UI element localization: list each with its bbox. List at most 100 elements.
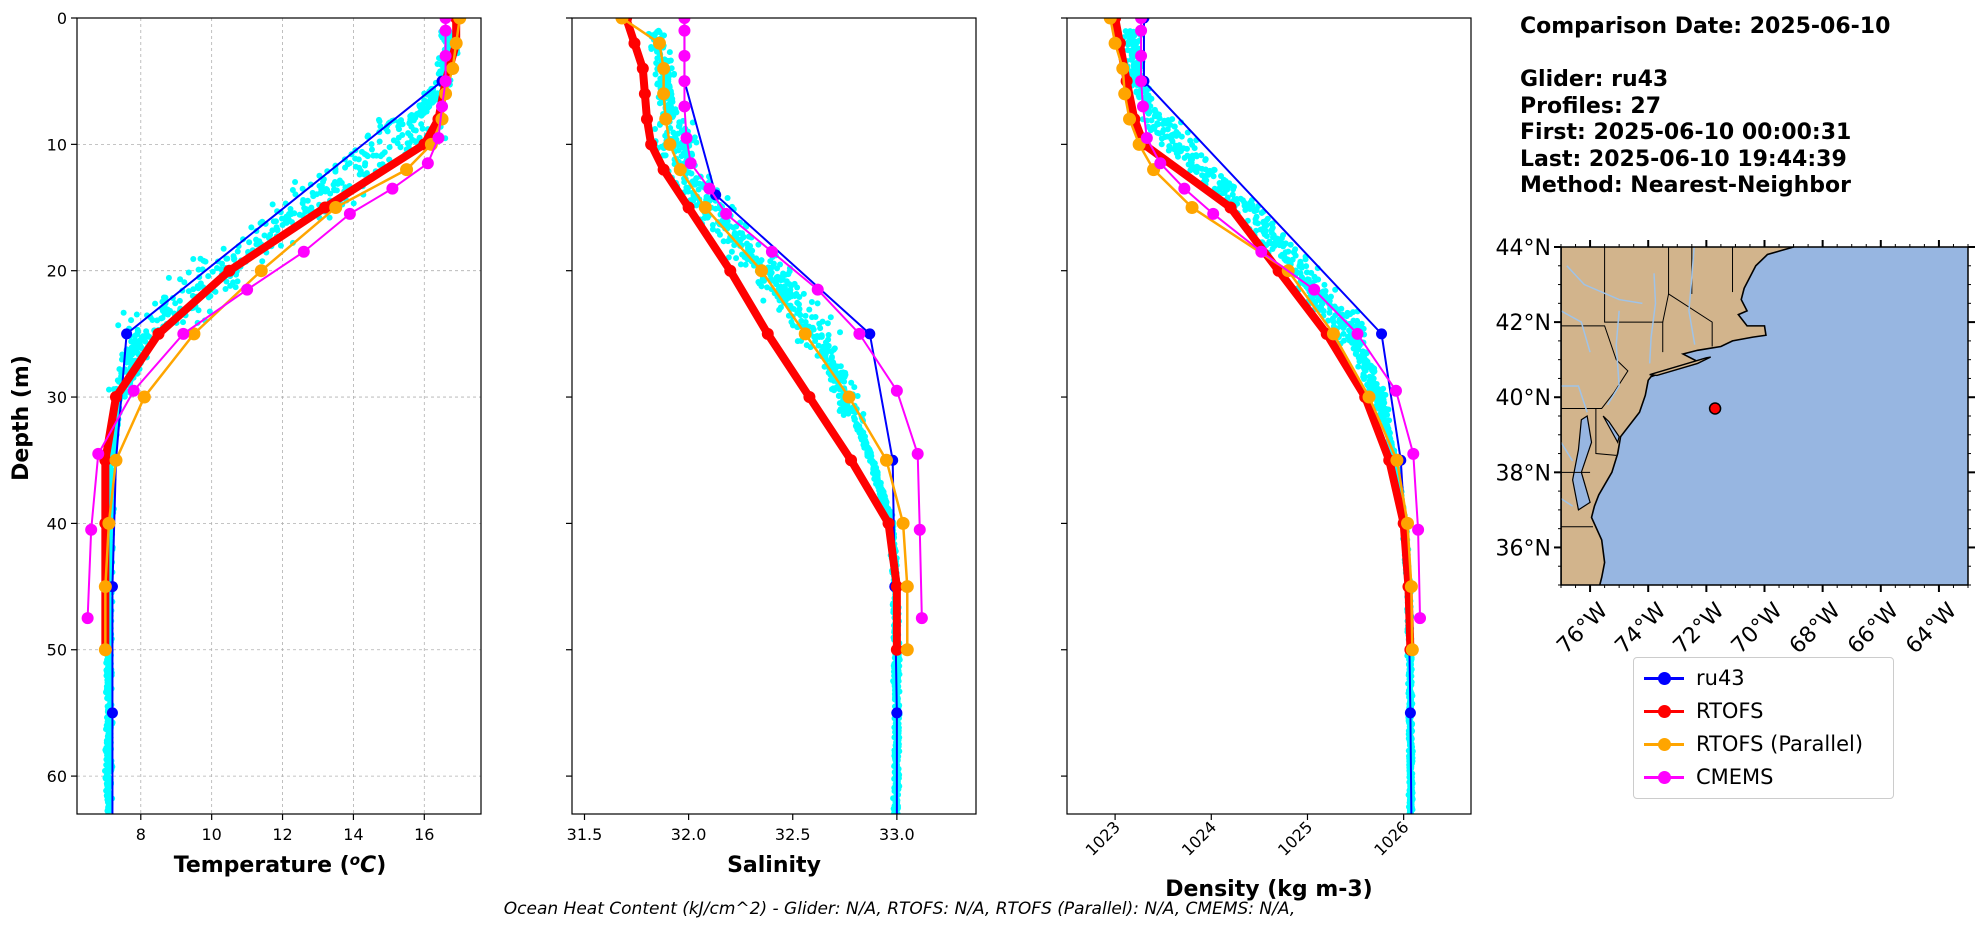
scatter-point [1280, 232, 1287, 239]
scatter-point [1369, 374, 1376, 381]
salinity-axis-label: Salinity [727, 853, 821, 878]
scatter-point [824, 320, 831, 327]
scatter-point [128, 357, 135, 364]
series-cmems [678, 18, 928, 625]
series-point [678, 49, 691, 62]
scatter-point [232, 284, 239, 291]
series-point [1401, 516, 1415, 530]
scatter-point [851, 384, 858, 391]
scatter-point [725, 254, 732, 261]
scatter-point [261, 232, 268, 239]
scatter-point [234, 278, 241, 285]
series-point [761, 327, 774, 340]
series-point [657, 163, 670, 176]
legend-swatch [1644, 671, 1684, 685]
scatter-point [794, 310, 801, 317]
series-point [1118, 87, 1132, 101]
series-point [92, 447, 105, 460]
scatter-point [749, 247, 756, 254]
scatter-point [834, 363, 841, 370]
scatter-point [794, 284, 801, 291]
scatter-point [1379, 411, 1386, 418]
scatter-point [1354, 346, 1361, 353]
lon-label: 70°W [1727, 598, 1788, 659]
scatter-point [200, 257, 207, 264]
series-point [678, 24, 691, 37]
series-point [724, 264, 737, 277]
scatter-point [303, 206, 310, 213]
scatter-point [1267, 240, 1274, 247]
y-tick-label: 20 [47, 262, 67, 281]
scatter-point [304, 197, 311, 204]
scatter-point [1183, 145, 1190, 152]
series-point [329, 201, 343, 215]
glider-location-map: 44°N 42°N 40°N 38°N 36°N 76°W74°W72°W70°W68°W… [1496, 236, 1975, 659]
x-tick-label: 1023 [1082, 817, 1124, 859]
scatter-point [104, 777, 111, 784]
series-cmems [81, 18, 452, 625]
scatter-point [419, 125, 426, 132]
scatter-point [835, 392, 842, 399]
scatter-point [376, 138, 383, 145]
scatter-point [106, 701, 113, 708]
series-point [853, 327, 866, 340]
scatter-point [267, 231, 274, 238]
lat-label: 40°N [1496, 386, 1551, 411]
ocean-heat-content-footer: Ocean Heat Content (kJ/cm^2) - Glider: N… [0, 899, 1979, 919]
scatter-point [1210, 173, 1217, 180]
scatter-point [407, 132, 414, 139]
glider-scatter [102, 27, 461, 814]
legend-item-rtofs: RTOFS [1644, 696, 1763, 726]
river [1561, 310, 1591, 353]
scatter-point [1253, 207, 1260, 214]
scatter-point [209, 268, 216, 275]
glider-location-marker [1708, 402, 1722, 415]
scatter-point [848, 379, 855, 386]
scatter-point [803, 342, 810, 349]
legend-item-cmems: CMEMS [1644, 762, 1774, 792]
scatter-point [786, 268, 793, 275]
state-border [1662, 293, 1713, 347]
series-point [1351, 327, 1364, 340]
scatter-point [1354, 321, 1361, 328]
scatter-point [386, 144, 393, 151]
scatter-point [134, 331, 141, 338]
series-point [121, 328, 133, 340]
scatter-point [167, 307, 174, 314]
scatter-point [1272, 238, 1279, 245]
scatter-point [866, 453, 873, 460]
scatter-point [1159, 120, 1166, 127]
scatter-point [1346, 327, 1353, 334]
scatter-point [1131, 71, 1138, 78]
temperature-axis-label: Temperature (oC) [174, 851, 387, 878]
scatter-point [1170, 131, 1177, 138]
series-point [682, 201, 695, 214]
series-point [1108, 36, 1122, 50]
legend-label: ru43 [1696, 666, 1745, 690]
river [1566, 265, 1643, 305]
scatter-point [431, 92, 438, 99]
scatter-point [1156, 115, 1163, 122]
scatter-point [356, 171, 363, 178]
scatter-point [1297, 258, 1304, 265]
scatter-point [1143, 90, 1150, 97]
scatter-point [248, 224, 255, 231]
scatter-point [134, 326, 141, 333]
series-point [109, 453, 123, 467]
axes-frame [1066, 17, 1472, 815]
x-tick-label: 1024 [1178, 817, 1220, 859]
scatter-point [653, 59, 660, 66]
scatter-point [376, 118, 383, 125]
scatter-point [675, 130, 682, 137]
scatter-point [1198, 152, 1205, 159]
scatter-point [219, 260, 226, 267]
temperature-panel: 8 10 12 14 16 0 10 20 30 40 50 60 [47, 9, 482, 844]
scatter-point [1217, 181, 1224, 188]
scatter-point [866, 447, 873, 454]
scatter-point [368, 146, 375, 153]
scatter-point [308, 204, 315, 211]
first-time: First: 2025-06-10 00:00:31 [1520, 120, 1852, 145]
scatter-point [737, 261, 744, 268]
scatter-point [327, 190, 334, 197]
scatter-point [338, 179, 345, 186]
